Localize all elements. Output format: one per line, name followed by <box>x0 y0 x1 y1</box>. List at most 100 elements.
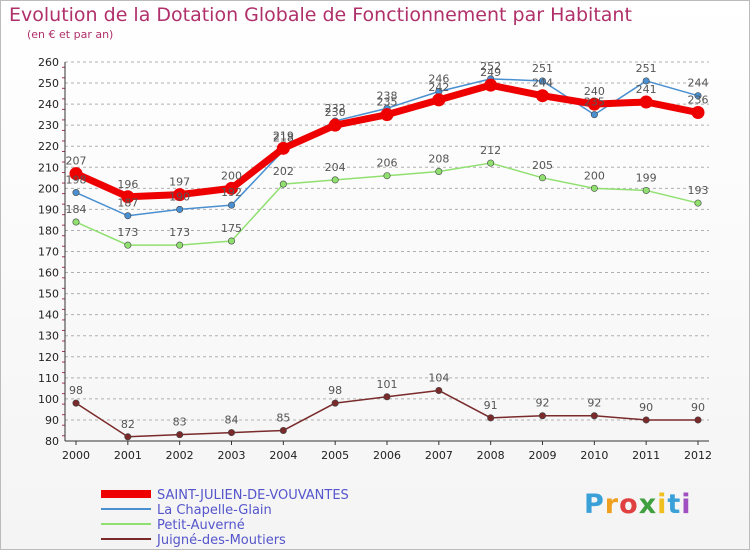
data-label: 173 <box>117 226 138 239</box>
data-label: 204 <box>325 161 346 174</box>
data-point <box>173 188 187 202</box>
data-label: 230 <box>325 106 346 119</box>
data-label: 92 <box>587 397 601 410</box>
x-tick-label: 2010 <box>580 449 608 462</box>
x-tick-label: 2011 <box>632 449 660 462</box>
data-label: 207 <box>66 155 87 168</box>
data-label: 84 <box>225 414 239 427</box>
data-label: 246 <box>428 72 449 85</box>
data-label: 249 <box>480 66 501 79</box>
legend-entry: Juigné-des-Moutiers <box>156 533 286 548</box>
data-label: 98 <box>328 384 342 397</box>
data-point <box>124 433 132 441</box>
data-point <box>276 141 290 155</box>
data-label: 196 <box>117 178 138 191</box>
data-label: 190 <box>169 190 190 203</box>
data-point <box>225 181 238 195</box>
chart-subtitle: (en € et par an) <box>27 28 114 41</box>
data-point <box>380 108 394 122</box>
data-point <box>639 95 653 109</box>
data-label: 175 <box>221 222 242 235</box>
data-label: 219 <box>273 129 294 142</box>
y-tick-label: 240 <box>38 98 59 111</box>
data-label: 244 <box>688 77 709 90</box>
data-label: 173 <box>169 226 190 239</box>
y-tick-label: 190 <box>38 203 59 216</box>
data-label: 85 <box>276 411 290 424</box>
y-tick-label: 120 <box>38 351 59 364</box>
data-point <box>124 241 132 249</box>
data-label: 252 <box>480 60 501 73</box>
y-tick-label: 150 <box>38 288 59 301</box>
y-tick-label: 250 <box>38 77 59 90</box>
data-point <box>228 429 236 437</box>
data-point <box>176 431 184 439</box>
data-point <box>331 399 339 407</box>
x-tick-label: 2012 <box>684 449 712 462</box>
legend-entry: Petit-Auverné <box>157 518 245 533</box>
data-label: 98 <box>69 384 83 397</box>
data-point <box>642 416 650 424</box>
x-tick-label: 2006 <box>373 449 401 462</box>
data-label: 83 <box>173 416 187 429</box>
y-tick-label: 130 <box>38 330 59 343</box>
data-point <box>536 89 549 103</box>
x-tick-label: 2008 <box>477 449 505 462</box>
data-label: 208 <box>428 152 449 165</box>
data-point <box>72 189 80 197</box>
data-label: 251 <box>532 62 553 75</box>
logo-letter: o <box>619 489 639 520</box>
data-label: 235 <box>584 96 605 109</box>
data-point <box>587 97 601 111</box>
y-tick-label: 180 <box>38 224 59 237</box>
data-point <box>590 412 598 420</box>
data-label: 236 <box>688 94 709 107</box>
data-label: 232 <box>325 102 346 115</box>
logo-letter: r <box>604 489 620 520</box>
data-label: 90 <box>639 401 653 414</box>
data-point <box>691 106 705 120</box>
data-label: 184 <box>66 203 87 216</box>
chart-title: Evolution de la Dotation Globale de Fonc… <box>9 4 632 26</box>
data-label: 90 <box>691 401 705 414</box>
data-point <box>538 174 546 182</box>
data-label: 244 <box>532 77 553 90</box>
x-tick-label: 2000 <box>62 449 90 462</box>
data-label: 187 <box>117 197 138 210</box>
data-label: 200 <box>584 169 605 182</box>
data-label: 82 <box>121 418 135 431</box>
data-point <box>331 176 339 184</box>
data-point <box>484 78 498 92</box>
y-tick-label: 220 <box>38 140 59 153</box>
y-tick-label: 90 <box>45 414 59 427</box>
data-point <box>694 416 702 424</box>
data-point <box>383 172 391 180</box>
data-point <box>487 159 495 167</box>
data-label: 200 <box>221 169 242 182</box>
y-tick-label: 200 <box>38 182 59 195</box>
data-point <box>435 167 443 175</box>
x-tick-label: 2009 <box>529 449 557 462</box>
data-label: 251 <box>636 62 657 75</box>
y-tick-label: 210 <box>38 161 59 174</box>
data-label: 218 <box>273 131 294 144</box>
data-label: 104 <box>428 371 449 384</box>
logo-letter: i <box>681 489 692 520</box>
data-label: 235 <box>377 96 398 109</box>
proxiti-logo: Proxiti <box>584 489 692 520</box>
logo-letter: x <box>638 489 658 520</box>
data-label: 241 <box>636 83 657 96</box>
data-point <box>121 190 135 204</box>
data-label: 206 <box>377 157 398 170</box>
data-point <box>383 393 391 401</box>
data-label: 199 <box>636 171 657 184</box>
logo-letter: P <box>584 489 605 520</box>
data-label: 202 <box>273 165 294 178</box>
data-point <box>72 218 80 226</box>
data-point <box>69 167 83 181</box>
data-point <box>538 412 546 420</box>
data-point <box>590 184 598 192</box>
data-point <box>432 93 446 107</box>
x-tick-label: 2003 <box>218 449 246 462</box>
